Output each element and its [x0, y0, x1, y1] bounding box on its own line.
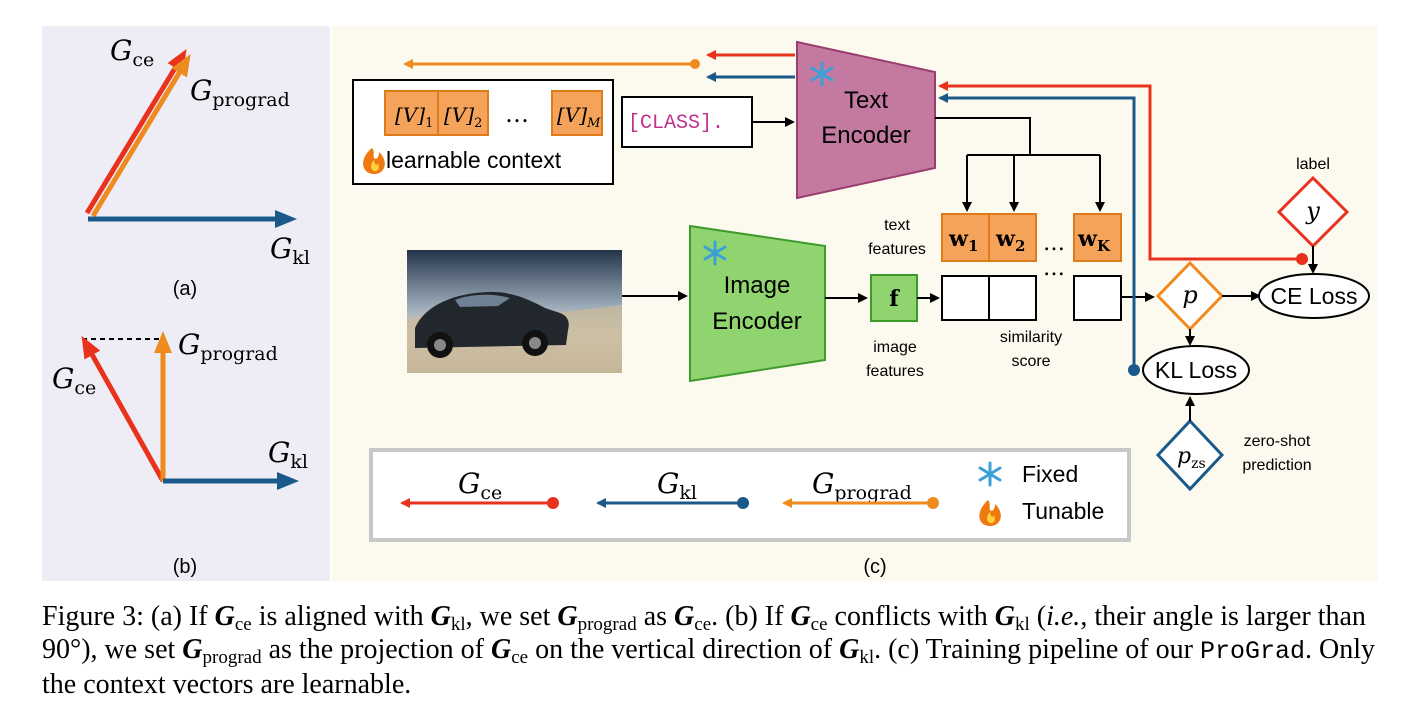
panel-b-gce-arrow: [81, 335, 166, 483]
class-token-box: [621, 96, 753, 148]
svg-text:KL Loss: KL Loss: [1155, 357, 1237, 383]
legend-flame-icon: [979, 500, 1001, 526]
gkl-backflow-line: [938, 93, 1136, 370]
similarity-score-label-1: similarity: [1000, 329, 1062, 346]
panel-b-label: (b): [173, 556, 197, 578]
kl-loss-node: [1142, 345, 1250, 395]
image-encoder-label-2: Encoder: [712, 308, 801, 335]
similarity-cell-2: [988, 275, 1037, 321]
label-caption: label: [1296, 156, 1330, 173]
input-car-image: [407, 250, 622, 373]
ce-loss-node: [1258, 273, 1370, 319]
panel-a-label: (a): [173, 278, 197, 300]
context-ellipsis: …: [505, 100, 529, 128]
context-token-vm: [551, 90, 603, 136]
similarity-cell-k: [1073, 275, 1122, 321]
similarity-cell-1: [941, 275, 990, 321]
panel-a-gce-arrow: [84, 49, 187, 215]
weight-w1: [941, 213, 990, 262]
legend-gce: Gce: [400, 467, 559, 509]
legend-box: [369, 448, 1131, 542]
learnable-context-label: learnable context: [386, 147, 562, 173]
svg-text:CE Loss: CE Loss: [1271, 283, 1358, 309]
text-encoder-output-line: [935, 117, 1031, 155]
image-features-label-2: features: [866, 363, 924, 380]
text-encoder-snowflake-icon: [810, 61, 834, 87]
panel-a-gprograd-arrow: [90, 54, 191, 218]
gce-backflow-dot: [1296, 253, 1308, 265]
figure-caption: Figure 3: (a) If Gce is aligned with Gkl…: [42, 601, 1375, 700]
legend-snowflake-icon: [978, 461, 1002, 487]
zero-shot-label-2: prediction: [1242, 457, 1311, 474]
class-token-label: [CLASS].: [628, 112, 724, 135]
zero-shot-label-1: zero-shot: [1244, 433, 1311, 450]
flame-icon: [363, 148, 385, 174]
figure: Gce Gprograd Gkl (a) Gce Gprograd Gkl (b…: [42, 26, 1378, 581]
weight-wk: [1073, 213, 1122, 262]
text-encoder-label-1: Text: [844, 87, 888, 114]
image-feature-f: [870, 274, 918, 322]
legend-tunable-label: Tunable: [1022, 498, 1104, 524]
panel-b: Gce Gprograd Gkl (b): [52, 328, 308, 578]
image-encoder: [689, 224, 826, 383]
svg-text:y: y: [1305, 197, 1320, 225]
weight-w2: [988, 213, 1037, 262]
text-encoder-label-2: Encoder: [821, 122, 910, 149]
legend-fixed-label: Fixed: [1022, 461, 1078, 487]
svg-text:p: p: [1182, 281, 1197, 309]
svg-text:f: f: [889, 286, 900, 312]
image-encoder-snowflake-icon: [703, 240, 727, 266]
text-features-label-2: features: [868, 241, 926, 258]
gkl-backflow-dot: [1128, 364, 1140, 376]
panel-c-label: (c): [863, 556, 886, 578]
zero-shot-pzs-diamond: [1155, 418, 1225, 492]
similarity-ellipsis: …: [1043, 256, 1065, 281]
text-features-label-1: text: [884, 217, 910, 234]
similarity-score-label-2: score: [1011, 353, 1050, 370]
gprograd-flow-dot: [690, 59, 700, 69]
image-encoder-label-1: Image: [724, 272, 791, 299]
weights-ellipsis: …: [1043, 231, 1065, 256]
svg-text:[V]2: [V]2: [444, 103, 482, 131]
context-token-v2: [437, 90, 489, 136]
context-token-v1: [384, 90, 439, 136]
panel-c: [V]1 [V]2 … [V]M learnable context [CLAS…: [352, 40, 1370, 578]
image-features-label-1: image: [873, 339, 917, 356]
gce-backflow-line: [938, 81, 1300, 261]
